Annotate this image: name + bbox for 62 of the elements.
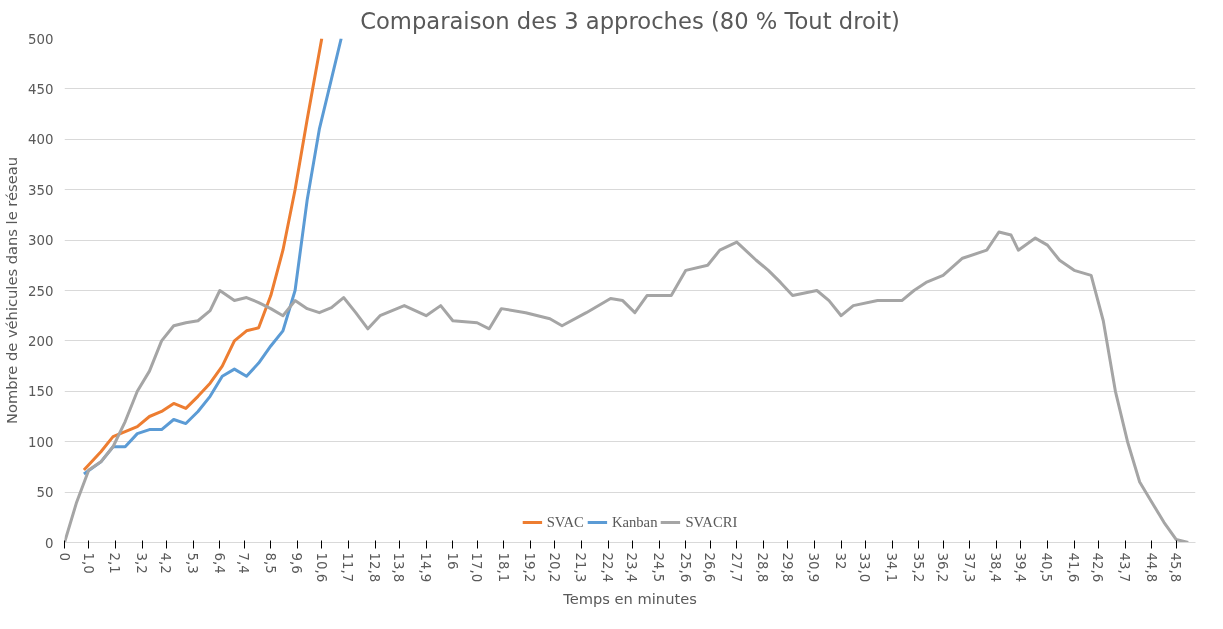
- x-tick-label: 23,4: [624, 552, 640, 583]
- x-tick-label: 13,8: [391, 552, 407, 583]
- chart-title: Comparaison des 3 approches (80 % Tout droit): [360, 7, 900, 34]
- x-tick-label: 29,8: [779, 552, 795, 583]
- x-tick-label: 7,4: [236, 552, 252, 574]
- x-tick-label: 2,1: [107, 552, 123, 574]
- x-tick-label: 10,6: [313, 552, 329, 583]
- x-axis-title: Temps en minutes: [562, 590, 697, 608]
- y-tick-label: 400: [28, 132, 54, 148]
- x-tick-label: 21,3: [573, 552, 589, 583]
- x-tick-label: 43,7: [1117, 552, 1133, 583]
- x-tick-label: 6,4: [211, 552, 227, 574]
- x-tick-label: 16: [444, 552, 460, 570]
- x-tick-label: 44,8: [1143, 552, 1159, 583]
- y-tick-label: 200: [28, 333, 54, 349]
- x-tick-label: 5,3: [185, 552, 201, 574]
- x-tick-label: 41,6: [1066, 552, 1082, 583]
- x-tick-label: 33,0: [857, 552, 873, 583]
- x-tick-label: 4,2: [158, 552, 174, 574]
- x-tick-label: 34,1: [884, 552, 900, 583]
- x-tick-label: 28,8: [755, 552, 771, 583]
- y-tick-label: 500: [28, 31, 54, 47]
- y-tick-label: 350: [28, 182, 54, 198]
- x-tick-label: 42,6: [1090, 552, 1106, 583]
- x-tick-label: 18,1: [495, 552, 511, 583]
- x-tick-label: 9,6: [289, 552, 305, 574]
- x-tick-label: 19,2: [522, 552, 538, 583]
- x-tick-label: 35,2: [910, 552, 926, 583]
- y-tick-label: 50: [36, 485, 54, 501]
- x-tick-label: 38,4: [988, 552, 1004, 583]
- x-tick-label: 45,8: [1168, 552, 1184, 583]
- y-tick-label: 100: [28, 434, 54, 450]
- y-tick-label: 250: [28, 283, 54, 299]
- x-tick-label: 36,2: [935, 552, 951, 583]
- x-tick-label: 25,6: [677, 552, 693, 583]
- x-tick-label: 20,2: [546, 552, 562, 583]
- y-tick-label: 0: [45, 535, 54, 551]
- y-tick-label: 450: [28, 81, 54, 97]
- x-tick-label: 17,0: [469, 552, 485, 583]
- x-tick-label: 3,2: [134, 552, 150, 574]
- x-tick-label: 14,9: [418, 552, 434, 583]
- x-tick-label: 1,0: [80, 552, 96, 574]
- y-axis-title: Nombre de véhicules dans le réseau: [3, 157, 21, 424]
- legend-label: Kanban: [611, 513, 658, 531]
- x-tick-label: 0: [56, 552, 72, 561]
- line-series: [64, 230, 1190, 543]
- x-tick-label: 8,5: [262, 552, 278, 574]
- y-tick-label: 300: [28, 233, 54, 249]
- x-tick-label: 37,3: [961, 552, 977, 583]
- y-tick-label: 150: [28, 384, 54, 400]
- x-tick-label: 40,5: [1039, 552, 1055, 583]
- x-tick-label: 24,5: [651, 552, 667, 583]
- x-tick-label: 26,6: [702, 552, 718, 583]
- x-tick-label: 30,9: [806, 552, 822, 583]
- legend-label: SVACRI: [685, 513, 738, 531]
- x-tick-label: 11,7: [340, 552, 356, 583]
- x-tick-label: 39,4: [1012, 552, 1028, 583]
- x-tick-label: 12,8: [367, 552, 383, 583]
- legend-label: SVAC: [546, 513, 584, 531]
- x-tick-label: 32: [833, 552, 849, 570]
- x-tick-label: 27,7: [728, 552, 744, 583]
- x-tick-label: 22,4: [600, 552, 616, 583]
